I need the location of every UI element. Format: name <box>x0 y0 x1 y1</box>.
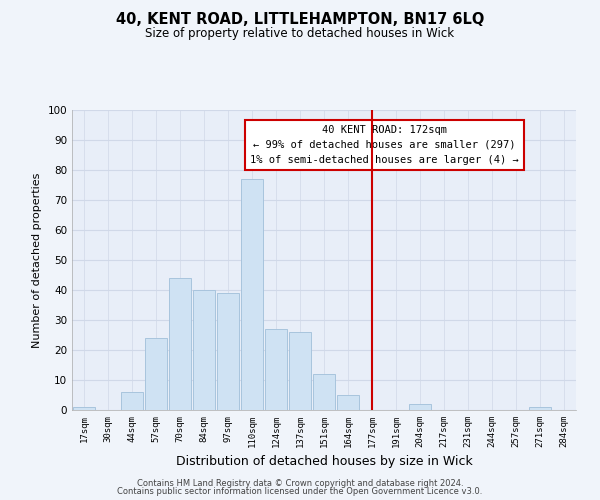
Bar <box>121 392 143 410</box>
Bar <box>73 407 95 410</box>
Text: 40 KENT ROAD: 172sqm
← 99% of detached houses are smaller (297)
1% of semi-detac: 40 KENT ROAD: 172sqm ← 99% of detached h… <box>250 125 519 164</box>
X-axis label: Distribution of detached houses by size in Wick: Distribution of detached houses by size … <box>176 456 472 468</box>
Bar <box>337 395 359 410</box>
Bar <box>529 407 551 410</box>
Bar <box>409 404 431 410</box>
Bar <box>145 338 167 410</box>
Bar <box>193 290 215 410</box>
Text: 40, KENT ROAD, LITTLEHAMPTON, BN17 6LQ: 40, KENT ROAD, LITTLEHAMPTON, BN17 6LQ <box>116 12 484 28</box>
Text: Contains public sector information licensed under the Open Government Licence v3: Contains public sector information licen… <box>118 487 482 496</box>
Bar <box>289 332 311 410</box>
Bar <box>217 293 239 410</box>
Text: Size of property relative to detached houses in Wick: Size of property relative to detached ho… <box>145 28 455 40</box>
Y-axis label: Number of detached properties: Number of detached properties <box>32 172 42 348</box>
Bar <box>169 278 191 410</box>
Text: Contains HM Land Registry data © Crown copyright and database right 2024.: Contains HM Land Registry data © Crown c… <box>137 478 463 488</box>
Bar <box>313 374 335 410</box>
Bar <box>241 179 263 410</box>
Bar <box>265 329 287 410</box>
